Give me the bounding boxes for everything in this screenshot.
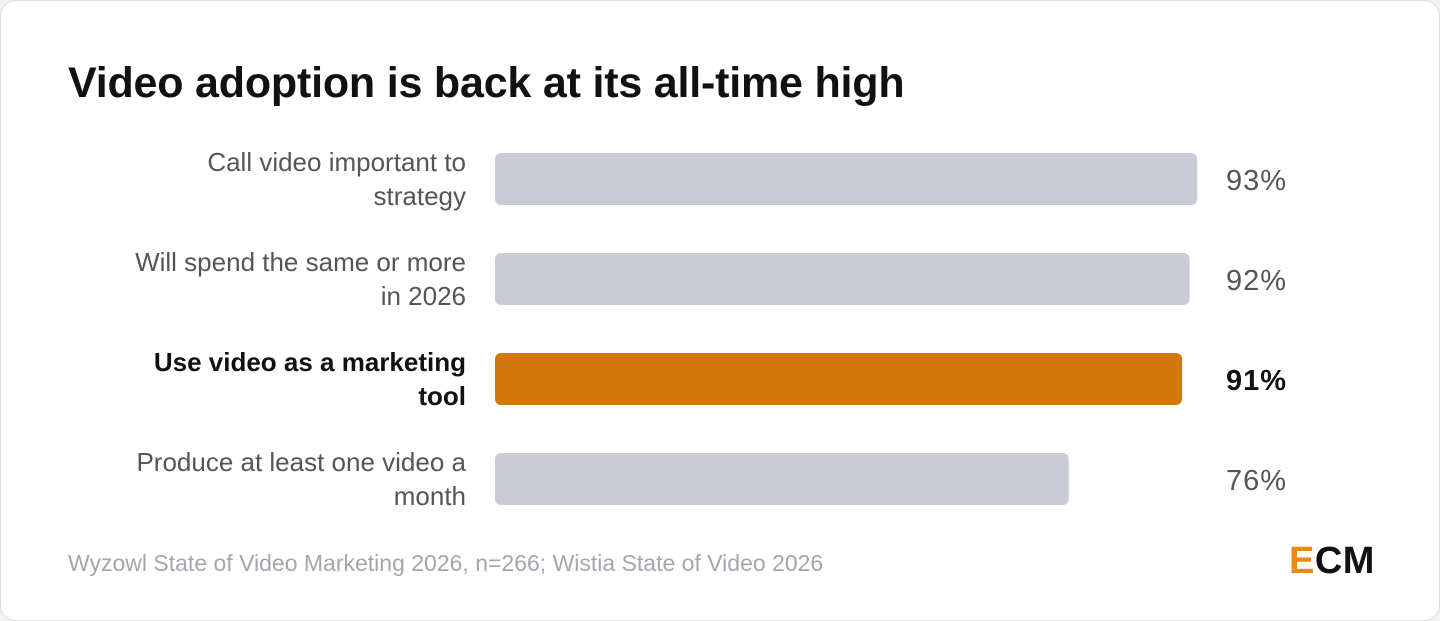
ecm-logo: ECM (1289, 542, 1375, 580)
logo-letters-cm: CM (1314, 540, 1375, 582)
category-label-4: Produce at least one video a month (136, 447, 466, 511)
bar-3 (495, 353, 1183, 405)
category-label-1: Call video important to strategy (207, 147, 466, 211)
value-label-4: 76% (1226, 465, 1287, 497)
category-label-2: Will spend the same or more in 2026 (135, 247, 466, 311)
value-label-1: 93% (1226, 165, 1287, 197)
category-label-line: Produce at least one video a (136, 447, 466, 477)
logo-letter-e: E (1289, 540, 1315, 582)
category-label-line: month (394, 481, 466, 511)
category-label-line: Will spend the same or more (135, 247, 466, 277)
category-label-3: Use video as a marketing tool (154, 347, 466, 411)
bar-2 (495, 253, 1190, 305)
category-label-line: strategy (374, 181, 467, 211)
category-label-line: tool (418, 381, 466, 411)
value-label-2: 92% (1226, 265, 1287, 297)
category-label-line: in 2026 (381, 281, 466, 311)
category-label-line: Call video important to (207, 147, 466, 177)
value-label-3: 91% (1226, 365, 1287, 397)
source-note: Wyzowl State of Video Marketing 2026, n=… (68, 550, 824, 576)
category-label-line: Use video as a marketing (154, 347, 466, 377)
bar-1 (495, 153, 1198, 205)
chart-title: Video adoption is back at its all-time h… (68, 59, 905, 107)
bar-4 (495, 453, 1069, 505)
